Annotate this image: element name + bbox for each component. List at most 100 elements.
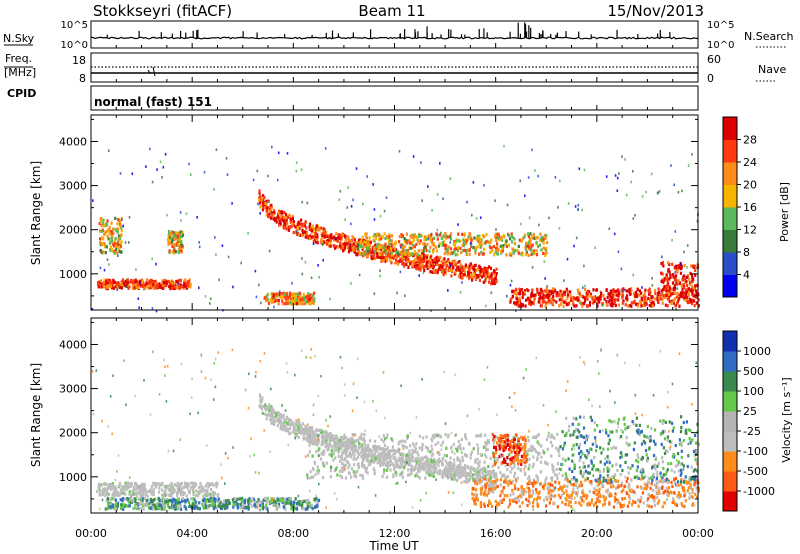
echo-cell xyxy=(494,250,497,254)
echo-cell xyxy=(386,255,389,259)
echo-cell xyxy=(544,460,547,464)
echo-cell xyxy=(556,291,559,295)
echo-cell xyxy=(174,237,177,241)
echo-speckle xyxy=(681,189,683,193)
echo-cell xyxy=(454,468,457,472)
echo-cell xyxy=(383,468,386,472)
echo-cell xyxy=(626,297,629,301)
echo-cell xyxy=(169,280,172,284)
echo-cell xyxy=(309,297,312,302)
echo-cell xyxy=(341,242,344,246)
echo-cell xyxy=(487,465,490,469)
echo-cell xyxy=(443,270,446,274)
echo-cell xyxy=(424,476,427,480)
echo-cell xyxy=(448,268,451,273)
echo-cell xyxy=(484,474,487,478)
echo-cell xyxy=(114,216,117,220)
echo-cell xyxy=(308,227,311,232)
echo-cell xyxy=(596,297,599,301)
echo-cell xyxy=(357,438,360,443)
echo-cell xyxy=(108,280,111,284)
echo-cell xyxy=(368,459,371,463)
echo-cell xyxy=(107,228,110,232)
echo-cell xyxy=(352,442,355,447)
echo-cell xyxy=(270,205,273,210)
echo-cell xyxy=(448,465,451,469)
echo-cell xyxy=(276,293,279,297)
echo-cell xyxy=(418,465,421,469)
echo-cell xyxy=(332,439,335,443)
echo-cell xyxy=(153,286,156,290)
echo-cell xyxy=(401,234,405,238)
echo-cell xyxy=(285,421,289,425)
echo-cell xyxy=(311,454,314,458)
echo-cell xyxy=(258,201,261,205)
echo-cell xyxy=(515,302,518,306)
echo-cell xyxy=(489,250,492,254)
echo-speckle xyxy=(544,277,546,280)
echo-cell xyxy=(344,476,348,480)
echo-cell xyxy=(371,453,374,457)
echo-speckle xyxy=(149,147,151,151)
echo-speckle xyxy=(301,272,304,276)
echo-cell xyxy=(443,260,446,264)
echo-speckle xyxy=(641,195,644,198)
colorbar-tick-label: 28 xyxy=(743,134,757,147)
echo-speckle xyxy=(691,153,693,156)
echo-cell xyxy=(489,274,492,278)
echo-cell xyxy=(461,471,464,475)
echo-cell xyxy=(410,260,413,264)
echo-cell xyxy=(419,268,422,272)
echo-cell xyxy=(666,304,669,308)
echo-cell xyxy=(105,229,108,234)
echo-cell xyxy=(109,482,112,487)
echo-cell xyxy=(392,248,395,252)
echo-cell xyxy=(360,455,363,459)
echo-cell xyxy=(308,302,311,306)
echo-cell xyxy=(693,304,696,308)
echo-cell xyxy=(343,245,346,249)
echo-cell xyxy=(379,237,382,241)
echo-cell xyxy=(437,451,440,455)
echo-cell xyxy=(648,287,651,291)
echo-cell xyxy=(259,398,262,402)
echo-speckle xyxy=(214,236,216,239)
echo-cell xyxy=(469,262,472,266)
echo-cell xyxy=(444,465,447,469)
echo-cell xyxy=(648,303,651,308)
echo-cell xyxy=(459,475,462,479)
echo-cell xyxy=(264,403,267,407)
echo-cell xyxy=(354,243,357,247)
echo-cell xyxy=(458,445,461,449)
echo-cell xyxy=(673,286,677,290)
echo-cell xyxy=(328,453,331,457)
echo-cell xyxy=(370,458,373,462)
echo-cell xyxy=(421,443,424,447)
echo-cell xyxy=(441,471,444,475)
echo-cell xyxy=(476,475,479,479)
echo-cell xyxy=(362,446,365,450)
echo-cell xyxy=(452,475,455,479)
echo-cell xyxy=(441,243,444,247)
echo-cell xyxy=(430,264,433,268)
echo-cell xyxy=(674,276,677,280)
echo-cell xyxy=(521,295,524,300)
echo-cell xyxy=(671,262,674,266)
echo-cell xyxy=(301,231,304,235)
echo-cell xyxy=(320,451,323,455)
echo-cell xyxy=(207,484,210,489)
echo-cell xyxy=(432,242,435,246)
echo-cell xyxy=(510,253,513,257)
echo-speckle xyxy=(622,289,624,293)
echo-cell xyxy=(691,279,694,283)
echo-speckle xyxy=(396,291,398,295)
echo-cell xyxy=(527,232,530,236)
echo-cell xyxy=(434,260,437,264)
echo-cell xyxy=(107,278,110,282)
echo-cell xyxy=(459,461,462,465)
echo-cell xyxy=(177,251,180,255)
echo-cell xyxy=(176,482,179,486)
echo-cell xyxy=(495,267,498,271)
echo-cell xyxy=(673,297,677,301)
echo-cell xyxy=(159,483,162,487)
